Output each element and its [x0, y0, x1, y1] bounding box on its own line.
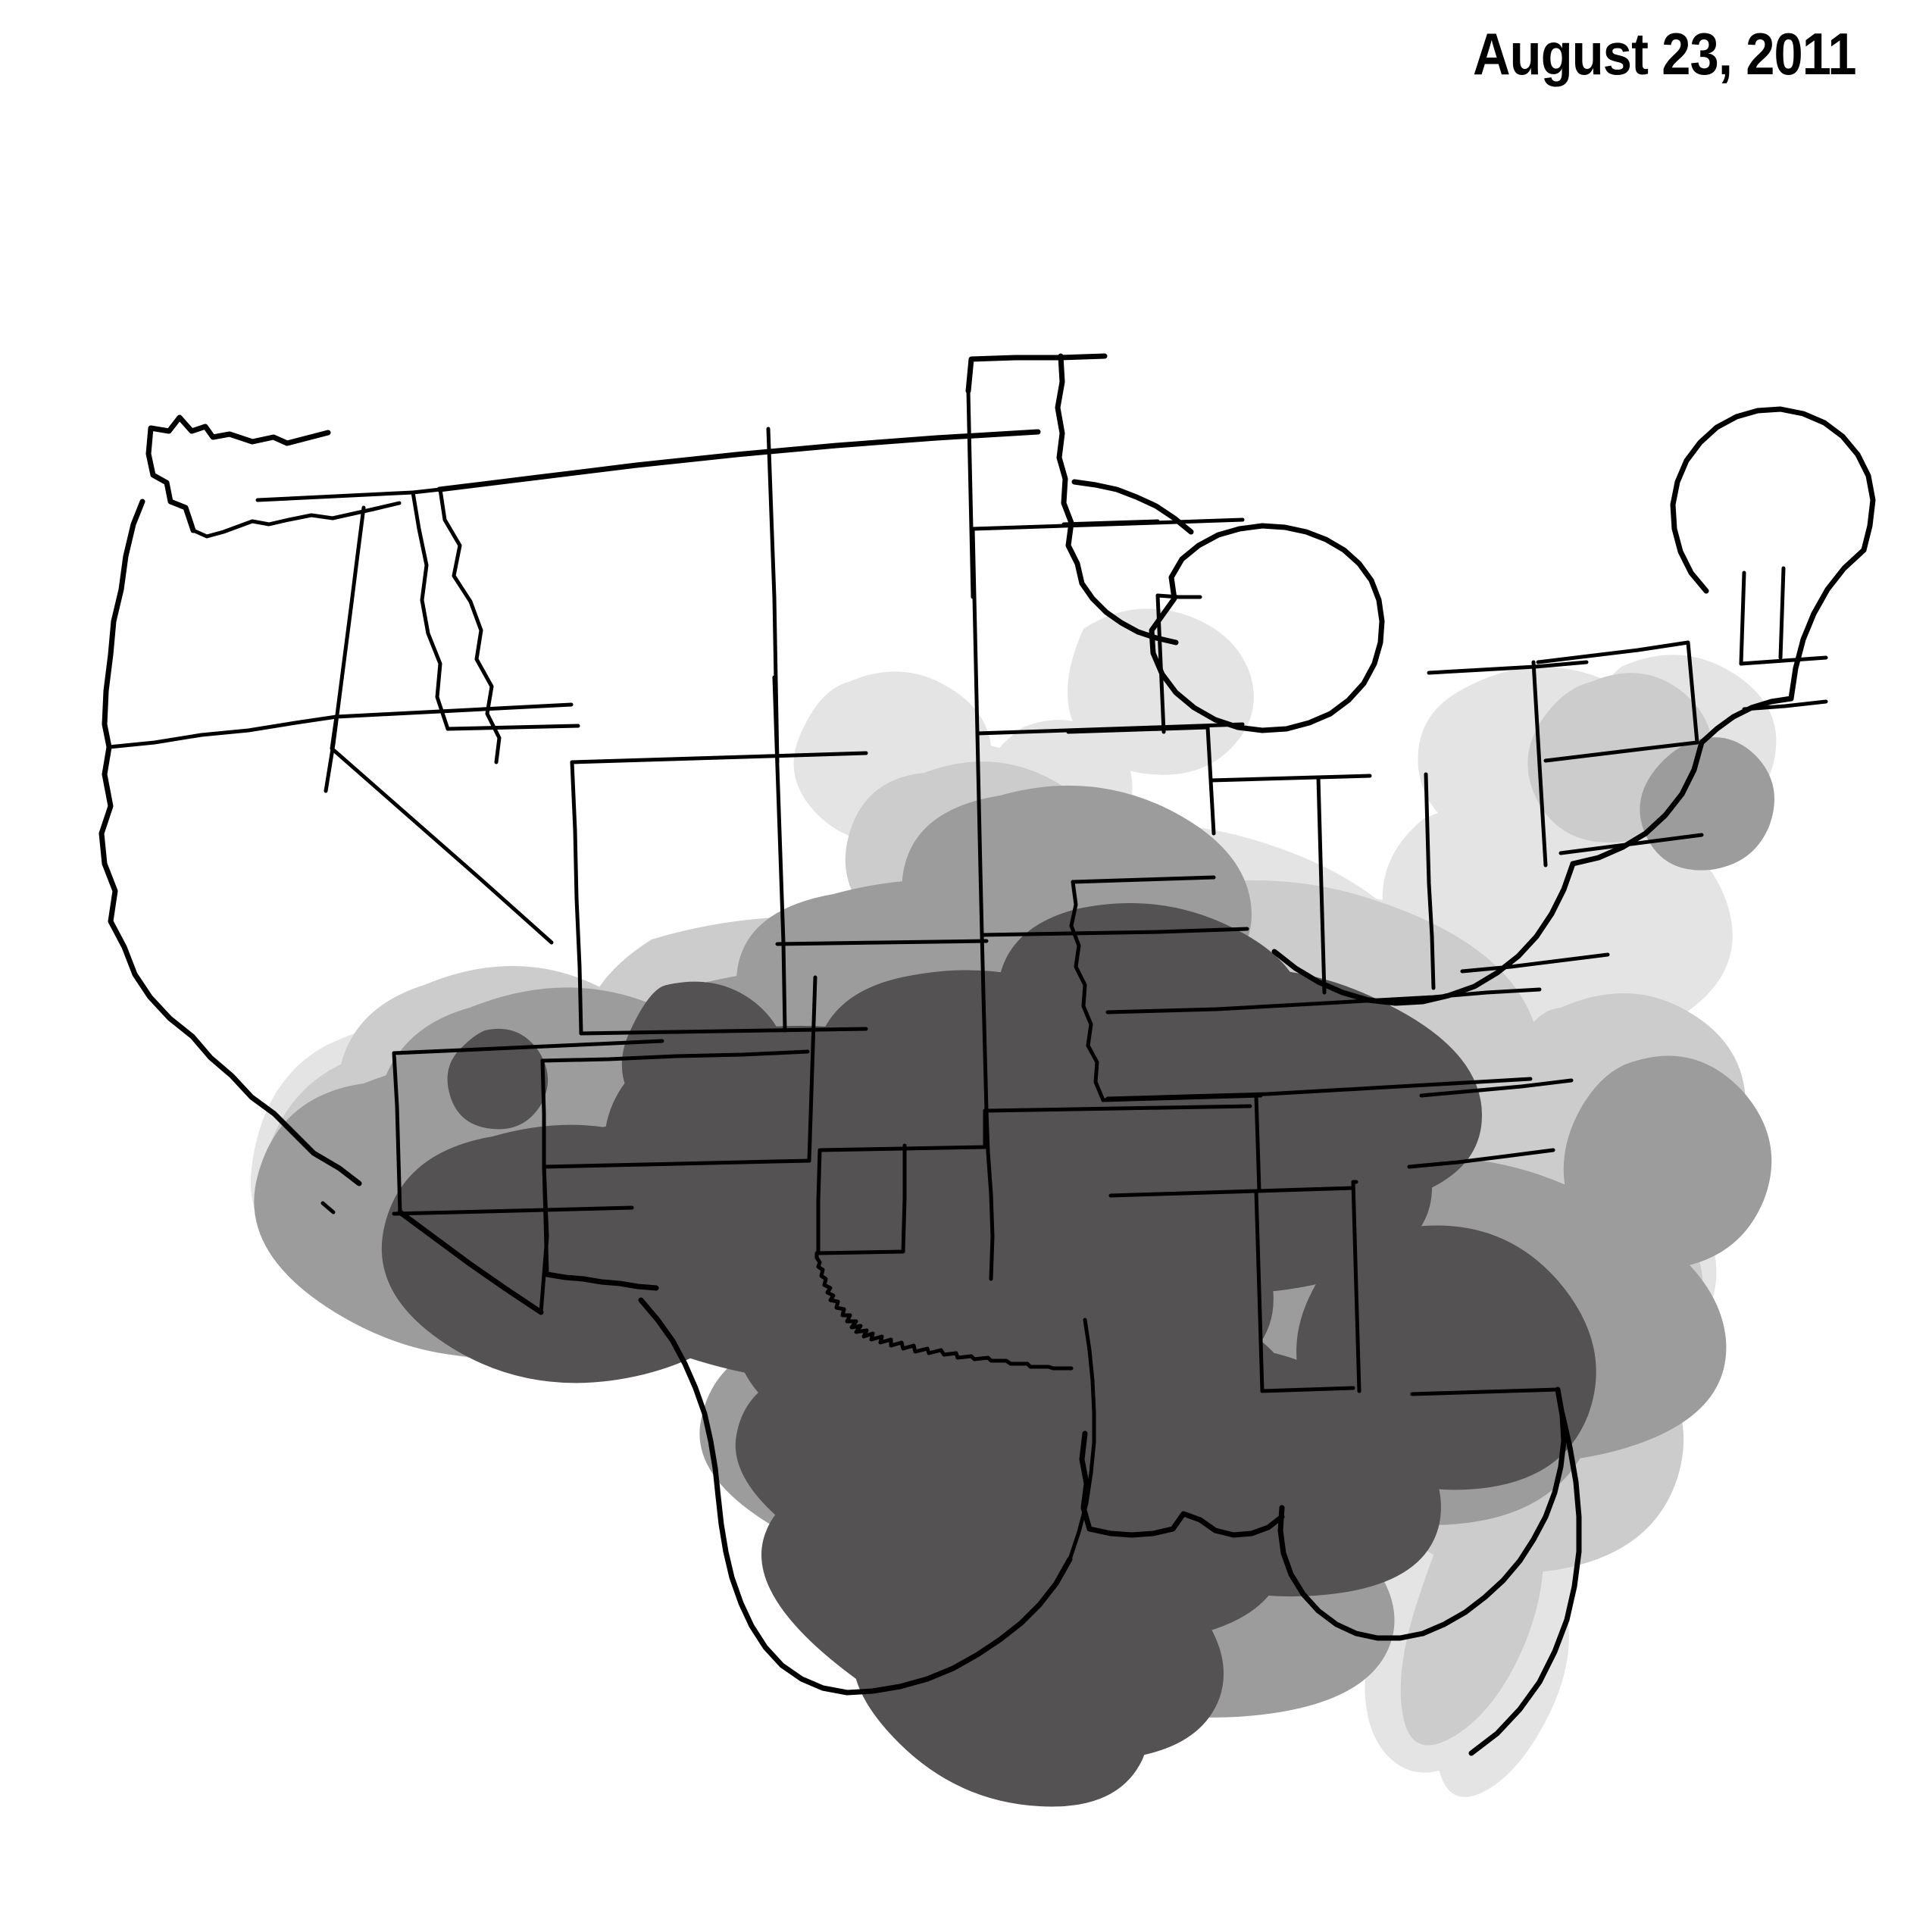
page-title: August 23, 2011 — [1473, 20, 1857, 87]
shade-level-4 — [381, 903, 1596, 1807]
state-borders — [98, 353, 1876, 1756]
